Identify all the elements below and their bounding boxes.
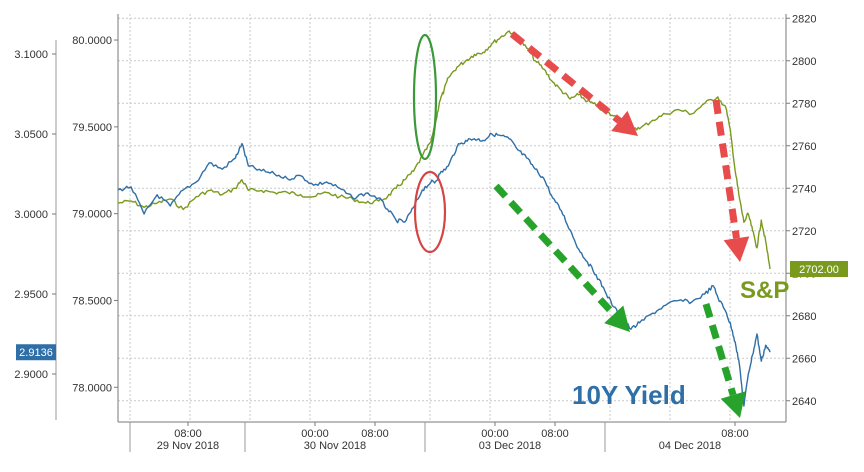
x-time-label: 00:00 — [481, 428, 509, 440]
labels-layer: 2702.00 2.9136 S&P 10Y Yield — [16, 261, 848, 410]
x-time-label: 00:00 — [301, 428, 329, 440]
sp-value-badge — [790, 261, 848, 277]
left-inner-tick-label: 80.0000 — [72, 35, 112, 47]
red-arrow-2 — [712, 99, 750, 262]
yield-value-text: 2.9136 — [19, 347, 53, 359]
plot-background — [118, 14, 786, 422]
x-time-label: 08:00 — [174, 428, 202, 440]
right-tick-label: 2660 — [792, 353, 816, 365]
left-inner-tick-label: 78.0000 — [72, 382, 112, 394]
series-line-10y-yield — [117, 132, 771, 407]
right-tick-label: 2680 — [792, 311, 816, 323]
left-outer-tick-label: 3.1000 — [14, 49, 48, 61]
right-tick-label: 2640 — [792, 396, 816, 408]
green-arrow-2 — [702, 302, 746, 418]
grid — [118, 14, 786, 422]
x-time-label: 08:00 — [721, 428, 749, 440]
right-tick-label: 2720 — [792, 226, 816, 238]
red-highlight-oval — [413, 170, 447, 254]
series-layer — [117, 30, 771, 407]
series-line-sp — [117, 30, 771, 270]
left-outer-tick-label: 3.0000 — [14, 209, 48, 221]
green-arrow-1 — [493, 183, 630, 332]
red-arrow-1 — [509, 31, 638, 136]
yield-series-label: 10Y Yield — [572, 380, 686, 410]
x-date-label: 29 Nov 2018 — [157, 440, 219, 452]
sp-value-text: 2702.00 — [799, 264, 839, 276]
right-tick-label: 2740 — [792, 183, 816, 195]
annotation-layer — [412, 31, 750, 418]
axes: 3.1000 3.0500 3.0000 2.9500 2.9000 80.0000 79.… — [14, 13, 816, 452]
x-date-label: 03 Dec 2018 — [479, 440, 541, 452]
x-time-label: 08:00 — [541, 428, 569, 440]
right-tick-label: 2800 — [792, 56, 816, 68]
green-highlight-oval — [412, 33, 438, 161]
x-time-label: 08:00 — [361, 428, 389, 440]
left-inner-tick-label: 78.5000 — [72, 295, 112, 307]
right-tick-label: 2780 — [792, 98, 816, 110]
yield-value-badge — [16, 344, 56, 361]
right-tick-label: 2760 — [792, 141, 816, 153]
left-outer-tick-label: 2.9500 — [14, 289, 48, 301]
x-date-label: 30 Nov 2018 — [304, 440, 366, 452]
left-outer-tick-label: 2.9000 — [14, 369, 48, 381]
x-date-label: 04 Dec 2018 — [659, 440, 721, 452]
left-inner-tick-label: 79.5000 — [72, 122, 112, 134]
left-outer-tick-label: 3.0500 — [14, 129, 48, 141]
right-tick-label: 2820 — [792, 13, 816, 25]
sp-series-label: S&P — [740, 277, 789, 304]
left-inner-tick-label: 79.0000 — [72, 209, 112, 221]
